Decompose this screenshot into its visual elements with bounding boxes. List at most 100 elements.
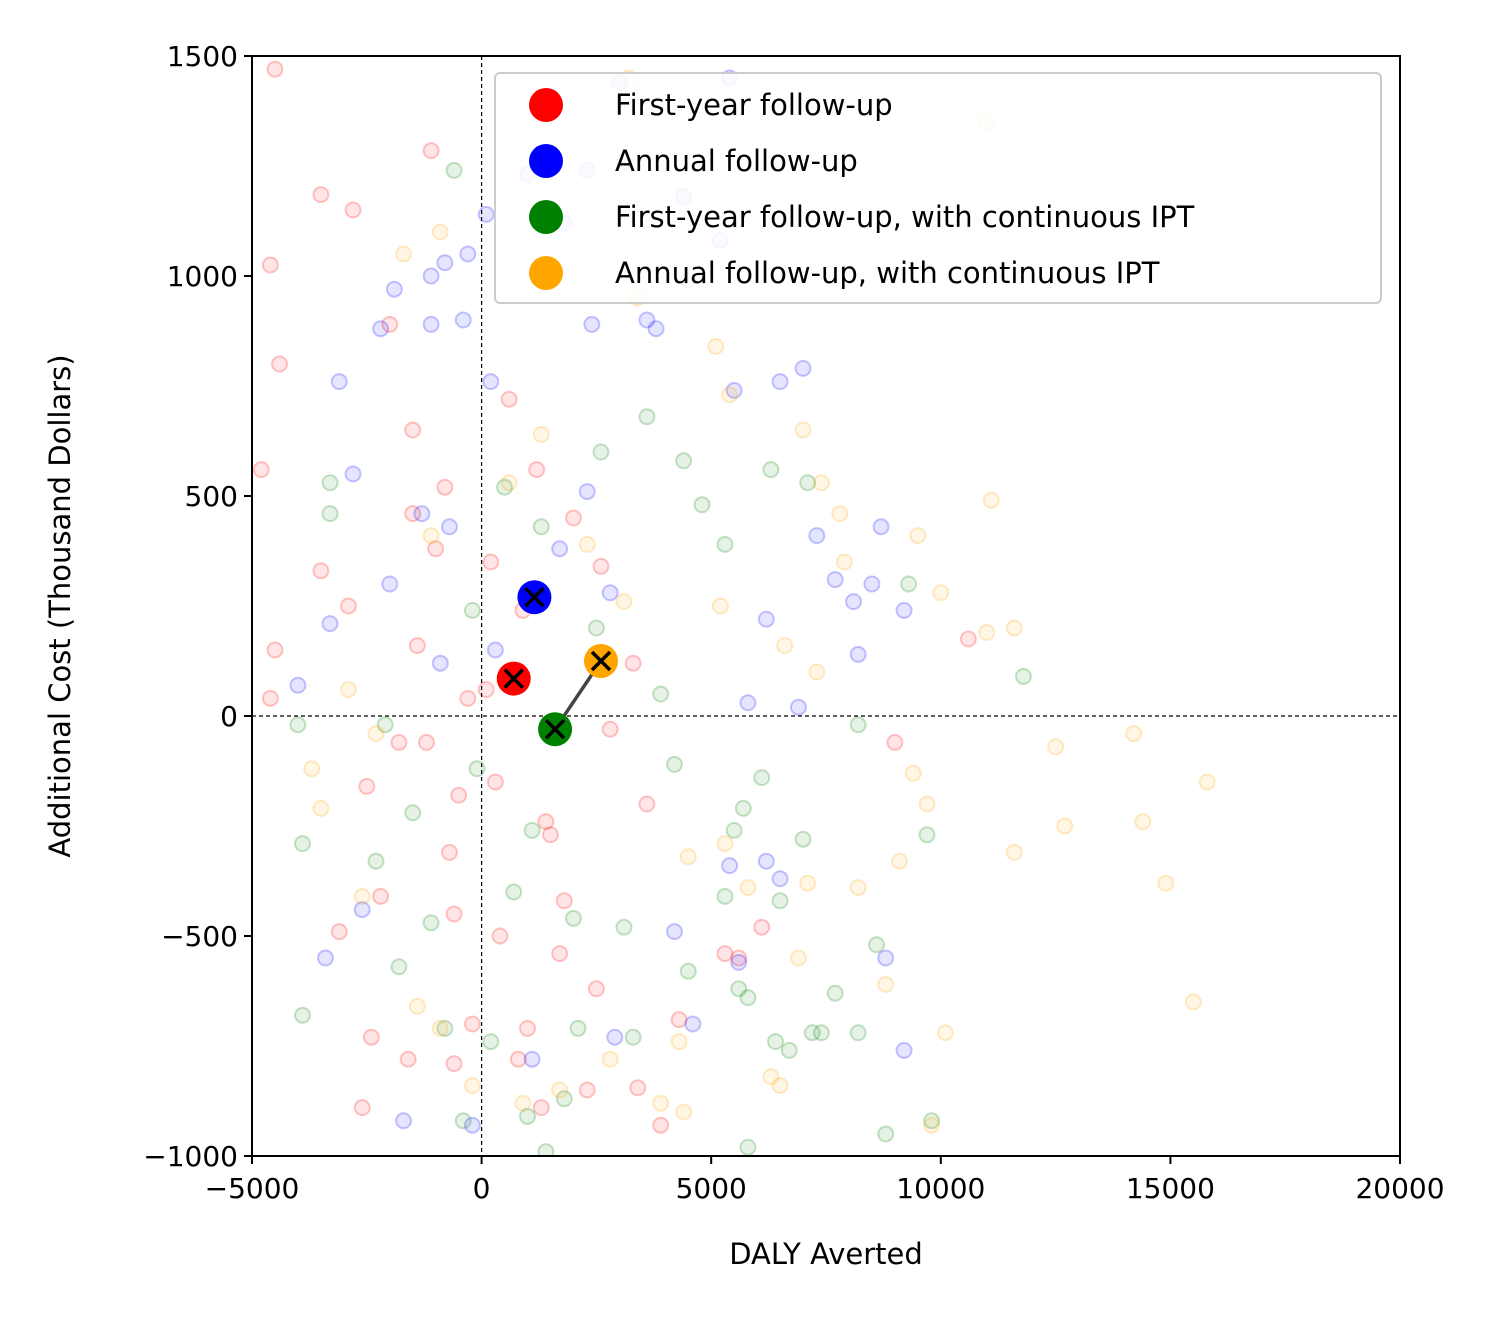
scatter-point bbox=[877, 1125, 895, 1143]
legend-label: Annual follow-up, with continuous IPT bbox=[615, 256, 1160, 290]
scatter-point bbox=[505, 883, 523, 901]
scatter-point bbox=[868, 936, 886, 954]
scatter-point bbox=[321, 474, 339, 492]
scatter-point bbox=[353, 887, 371, 905]
plot-frame bbox=[251, 55, 1401, 1157]
scatter-point bbox=[514, 1094, 532, 1112]
scatter-point bbox=[1005, 619, 1023, 637]
x-tick-label: 15000 bbox=[1126, 1172, 1215, 1205]
scatter-point bbox=[399, 1050, 417, 1068]
scatter-point bbox=[959, 630, 977, 648]
scatter-point bbox=[647, 320, 665, 338]
scatter-point bbox=[794, 830, 812, 848]
scatter-point bbox=[923, 1116, 941, 1134]
scatter-point bbox=[918, 795, 936, 813]
scatter-point bbox=[1125, 725, 1143, 743]
scatter-point bbox=[716, 945, 734, 963]
scatter-point bbox=[271, 355, 289, 373]
scatter-point bbox=[519, 1107, 537, 1125]
mean-markers-layer bbox=[496, 580, 618, 747]
scatter-point bbox=[725, 821, 743, 839]
scatter-point bbox=[909, 527, 927, 545]
scatter-point bbox=[551, 945, 569, 963]
scatter-point bbox=[569, 1019, 587, 1037]
scatter-point bbox=[583, 315, 601, 333]
scatter-point bbox=[799, 474, 817, 492]
x-tick-label: 0 bbox=[473, 1172, 491, 1205]
scatter-point bbox=[886, 733, 904, 751]
scatter-point bbox=[266, 60, 284, 78]
scatter-point bbox=[367, 852, 385, 870]
legend-box bbox=[494, 72, 1382, 304]
scatter-point bbox=[330, 373, 348, 391]
scatter-point bbox=[771, 892, 789, 910]
scatter-point bbox=[381, 315, 399, 333]
scatter-point bbox=[395, 1112, 413, 1130]
y-axis-title: Additional Cost (Thousand Dollars) bbox=[43, 354, 77, 857]
scatter-point bbox=[578, 1081, 596, 1099]
scatter-point bbox=[826, 571, 844, 589]
scatter-point bbox=[353, 1099, 371, 1117]
scatter-point bbox=[422, 315, 440, 333]
scatter-point bbox=[321, 505, 339, 523]
scatter-point bbox=[431, 1019, 449, 1037]
mean-cross-icon bbox=[524, 586, 545, 608]
scatter-point bbox=[445, 161, 463, 179]
legend: First-year follow-up Annual follow-up Firs… bbox=[494, 72, 1382, 304]
scatter-point bbox=[716, 835, 734, 853]
scatter-point bbox=[982, 491, 1000, 509]
scatter-point bbox=[652, 1116, 670, 1134]
x-axis-title: DALY Averted bbox=[729, 1237, 923, 1271]
scatter-point bbox=[753, 769, 771, 787]
scatter-point bbox=[629, 1079, 647, 1097]
y-tick-label: 0 bbox=[220, 700, 238, 733]
scatter-point bbox=[849, 1024, 867, 1042]
scatter-point bbox=[427, 540, 445, 558]
scatter-point bbox=[762, 461, 780, 479]
scatter-point bbox=[289, 716, 307, 734]
scatter-point bbox=[294, 1006, 312, 1024]
scatter-point bbox=[730, 980, 748, 998]
scatter-point bbox=[721, 386, 739, 404]
scatter-point bbox=[468, 760, 486, 778]
scatter-point bbox=[459, 689, 477, 707]
scatter-point bbox=[417, 733, 435, 751]
scatter-point bbox=[776, 637, 794, 655]
scatter-point bbox=[601, 1050, 619, 1068]
scatter-point bbox=[404, 804, 422, 822]
scatter-point bbox=[385, 280, 403, 298]
scatter-point bbox=[541, 826, 559, 844]
scatter-point bbox=[1184, 993, 1202, 1011]
scatter-point bbox=[413, 505, 431, 523]
scatter-point bbox=[835, 553, 853, 571]
scatter-point bbox=[900, 575, 918, 593]
scatter-point bbox=[923, 1112, 941, 1130]
scatter-point bbox=[463, 1116, 481, 1134]
scatter-point bbox=[422, 914, 440, 932]
scatter-point bbox=[321, 615, 339, 633]
legend-marker bbox=[529, 144, 563, 178]
legend-label: First-year follow-up, with continuous IP… bbox=[615, 200, 1195, 234]
scatter-point bbox=[463, 601, 481, 619]
scatter-point bbox=[771, 870, 789, 888]
scatter-point bbox=[491, 927, 509, 945]
scatter-point bbox=[1198, 773, 1216, 791]
scatter-point bbox=[482, 553, 500, 571]
scatter-point bbox=[670, 1011, 688, 1029]
scatter-point bbox=[537, 813, 555, 831]
scatter-point bbox=[739, 989, 757, 1007]
scatter-point bbox=[454, 311, 472, 329]
mean-cross-icon bbox=[544, 718, 566, 740]
scatter-point bbox=[555, 1090, 573, 1108]
scatter-point bbox=[849, 716, 867, 734]
scatter-point bbox=[551, 1081, 569, 1099]
scatter-point bbox=[587, 980, 605, 998]
scatter-point bbox=[312, 186, 330, 204]
scatter-point bbox=[578, 483, 596, 501]
scatter-point bbox=[693, 496, 711, 514]
scatter-point bbox=[372, 320, 390, 338]
scatter-point bbox=[312, 799, 330, 817]
legend-marker bbox=[529, 88, 563, 122]
scatter-point bbox=[477, 205, 495, 223]
